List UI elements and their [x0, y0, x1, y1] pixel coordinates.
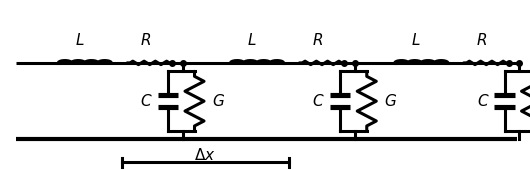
Text: $C$: $C$: [476, 93, 489, 109]
Text: $C$: $C$: [312, 93, 325, 109]
Text: $\Delta x$: $\Delta x$: [195, 147, 216, 163]
Text: $C$: $C$: [140, 93, 153, 109]
Text: $L$: $L$: [411, 32, 421, 48]
Text: $G$: $G$: [212, 93, 225, 109]
Text: $R$: $R$: [312, 32, 323, 48]
Text: $L$: $L$: [75, 32, 84, 48]
Text: $R$: $R$: [139, 32, 151, 48]
Text: $R$: $R$: [476, 32, 488, 48]
Text: $L$: $L$: [247, 32, 257, 48]
Text: $G$: $G$: [384, 93, 398, 109]
